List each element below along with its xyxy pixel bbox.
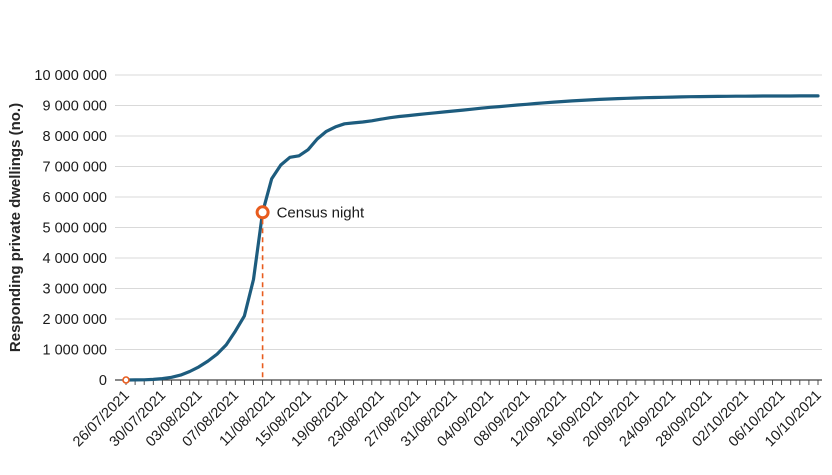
- y-tick-label: 3 000 000: [42, 282, 107, 298]
- y-axis-title: Responding private dwellings (no.): [7, 103, 24, 352]
- y-tick-label: 8 000 000: [42, 129, 107, 145]
- y-tick-label: 1 000 000: [42, 343, 107, 359]
- y-tick-label: 6 000 000: [42, 190, 107, 206]
- y-tick-label: 10 000 000: [34, 68, 107, 84]
- y-tick-label: 4 000 000: [42, 251, 107, 267]
- y-tick-label: 0: [99, 373, 107, 389]
- series-start-marker: [122, 376, 130, 384]
- y-tick-label: 5 000 000: [42, 221, 107, 237]
- series-line: [124, 94, 820, 382]
- y-tick-label: 9 000 000: [42, 99, 107, 115]
- census-night-marker: [255, 205, 270, 220]
- y-tick-label: 7 000 000: [42, 160, 107, 176]
- census-night-label: Census night: [277, 204, 365, 221]
- y-tick-label: 2 000 000: [42, 312, 107, 328]
